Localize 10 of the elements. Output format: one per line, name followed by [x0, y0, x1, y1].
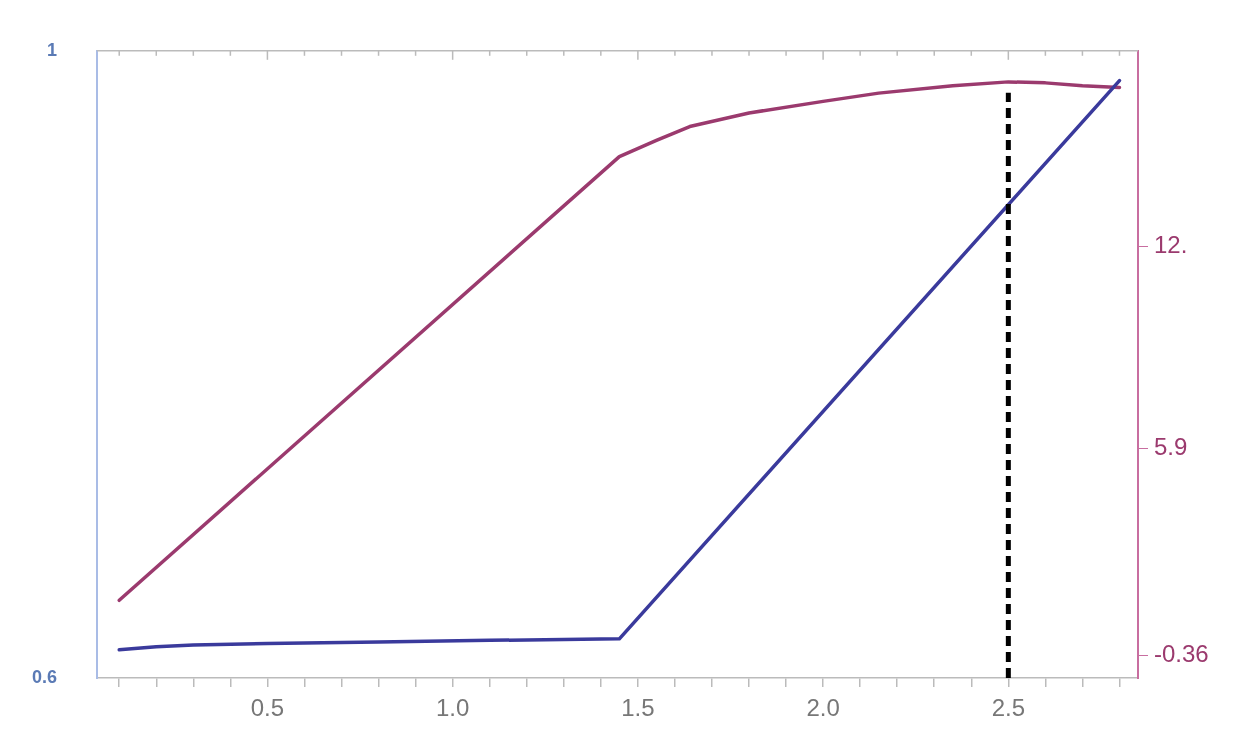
x-tick-label: 1.5 — [621, 694, 655, 722]
x-tick-label: 2.5 — [991, 694, 1026, 722]
y-tick-label: 1 — [46, 39, 57, 60]
x-tick-label: 2.0 — [806, 694, 840, 722]
y2-tick-label: -0.36 — [1154, 640, 1209, 668]
y2-tick-label: 5.9 — [1154, 433, 1188, 461]
y2-tick-label: 12. — [1154, 231, 1188, 259]
x-tick-label: 1.0 — [435, 694, 470, 722]
x-tick-label: 0.5 — [250, 694, 285, 722]
y-tick-label: 0.6 — [31, 666, 57, 687]
